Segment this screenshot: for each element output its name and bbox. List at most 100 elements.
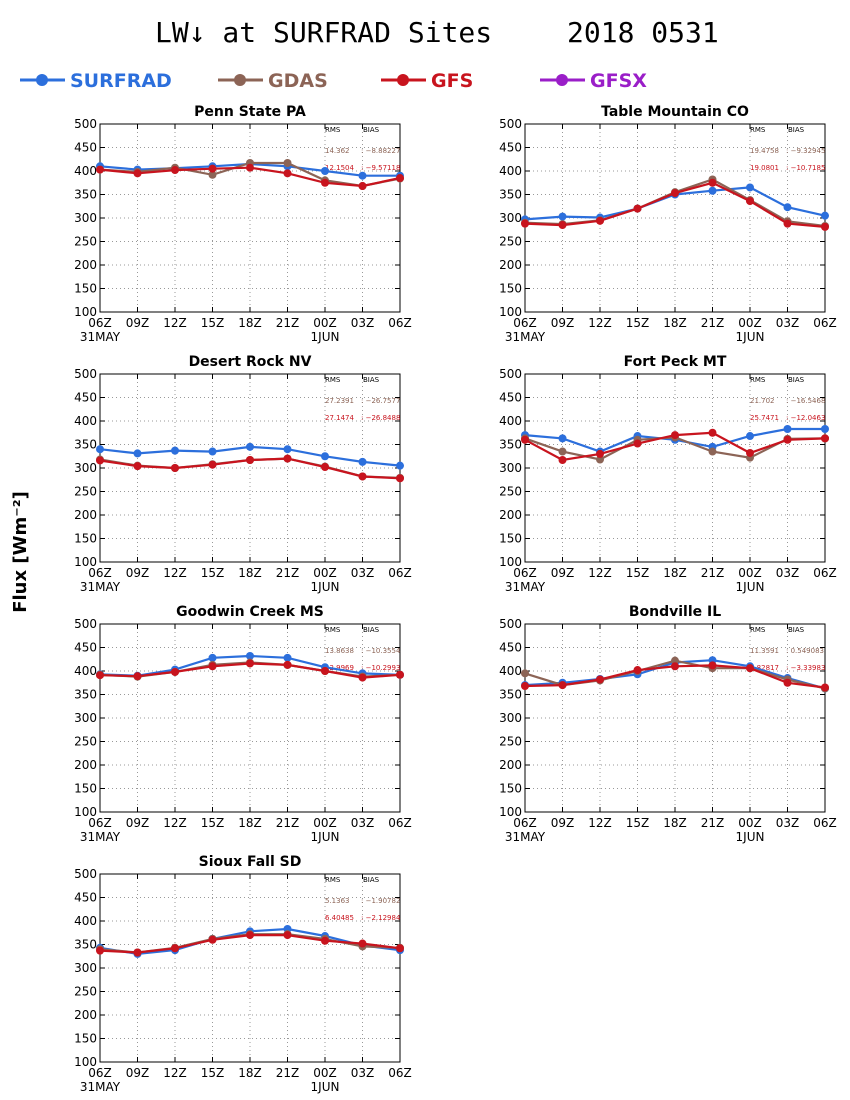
stat-bias-gdas: : −26.7577 (361, 397, 400, 405)
stat-bias-gdas: : −9.32945 (786, 147, 825, 155)
x-date-label: 1JUN (736, 830, 765, 844)
x-tick-label: 06Z (813, 816, 837, 830)
y-tick-label: 100 (74, 1055, 97, 1069)
series-gfs (521, 178, 829, 231)
y-tick-label: 450 (74, 641, 97, 655)
y-tick-label: 500 (74, 117, 97, 131)
y-tick-label: 250 (74, 235, 97, 249)
stat-bias-gfs: : −26.8488 (361, 414, 400, 422)
x-date-label: 31MAY (80, 830, 121, 844)
stat-bias-gfs: : −10.2993 (361, 664, 400, 672)
y-tick-label: 350 (74, 188, 97, 202)
y-tick-label: 200 (74, 508, 97, 522)
data-point (321, 667, 329, 675)
x-tick-label: 06Z (88, 1066, 112, 1080)
x-tick-label: 21Z (276, 816, 300, 830)
x-tick-label: 21Z (276, 316, 300, 330)
x-tick-label: 21Z (276, 566, 300, 580)
data-point (208, 935, 217, 944)
y-tick-label: 350 (499, 188, 522, 202)
y-tick-label: 500 (499, 617, 522, 631)
stat-rms-gfs: 8.82817 (750, 664, 779, 672)
y-tick-label: 300 (499, 711, 522, 725)
data-point (171, 944, 179, 953)
data-point (208, 653, 217, 662)
y-tick-label: 100 (499, 305, 522, 319)
x-date-label: 1JUN (736, 330, 765, 344)
y-tick-label: 250 (499, 485, 522, 499)
data-point (96, 671, 104, 680)
x-tick-label: 06Z (88, 816, 112, 830)
x-tick-label: 15Z (626, 816, 650, 830)
panel-title: Goodwin Creek MS (176, 604, 324, 620)
data-point (596, 455, 604, 464)
data-point (208, 170, 217, 179)
x-tick-label: 00Z (738, 816, 762, 830)
y-tick-label: 450 (499, 141, 522, 155)
data-point (283, 169, 292, 178)
stat-header-bias: BIAS (363, 626, 380, 634)
y-tick-label: 300 (74, 961, 97, 975)
x-tick-label: 09Z (551, 816, 575, 830)
x-tick-label: 00Z (313, 566, 337, 580)
y-tick-label: 300 (499, 461, 522, 475)
data-point (396, 461, 404, 470)
x-tick-label: 03Z (776, 566, 800, 580)
data-point (633, 204, 642, 213)
stat-header-rms: RMS (325, 126, 341, 134)
data-point (558, 221, 567, 230)
y-tick-label: 450 (74, 141, 97, 155)
x-tick-label: 06Z (513, 816, 537, 830)
stat-header-bias: BIAS (363, 126, 380, 134)
x-tick-label: 15Z (201, 566, 225, 580)
data-point (321, 167, 329, 175)
data-point (358, 182, 367, 191)
x-tick-label: 15Z (626, 316, 650, 330)
data-point (358, 457, 367, 466)
panel-desert-rock-nv: Desert Rock NV 100 150 200 250 300 350 400 450 50… (74, 354, 412, 594)
panel-title: Sioux Fall SD (199, 854, 302, 870)
x-tick-label: 15Z (201, 1066, 225, 1080)
y-tick-label: 300 (74, 711, 97, 725)
series-gfs (521, 661, 829, 692)
data-point (133, 462, 142, 471)
stat-header-bias: BIAS (788, 126, 805, 134)
stat-bias-gdas: : −8.88227 (361, 147, 400, 155)
y-tick-label: 150 (74, 782, 97, 796)
data-point (283, 653, 292, 662)
x-date-label: 31MAY (80, 580, 121, 594)
y-tick-label: 500 (499, 117, 522, 131)
x-tick-label: 00Z (738, 566, 762, 580)
data-point (671, 431, 679, 440)
x-tick-label: 03Z (351, 566, 375, 580)
data-point (208, 460, 217, 469)
data-point (596, 216, 604, 225)
legend-marker (36, 74, 48, 86)
stat-rms-gdas: 21.702 (750, 397, 775, 405)
stat-rms-gdas: 27.2391 (325, 397, 354, 405)
y-tick-label: 150 (499, 782, 522, 796)
x-tick-label: 12Z (163, 566, 187, 580)
data-point (246, 659, 254, 668)
series-gfs (96, 163, 404, 191)
legend-item-gdas: GDAS (218, 70, 328, 92)
stat-rms-gfs: 19.0801 (750, 164, 779, 172)
legend-marker (234, 74, 246, 86)
x-tick-label: 09Z (126, 1066, 150, 1080)
legend-item-gfs: GFS (381, 70, 473, 92)
x-tick-label: 06Z (513, 566, 537, 580)
x-date-label: 1JUN (311, 580, 340, 594)
y-tick-label: 350 (499, 438, 522, 452)
stat-header-rms: RMS (325, 376, 341, 384)
x-tick-label: 21Z (701, 316, 725, 330)
series-gfs (521, 428, 829, 465)
data-point (558, 212, 567, 221)
data-point (171, 446, 179, 455)
y-tick-label: 100 (74, 805, 97, 819)
panel-title: Fort Peck MT (624, 354, 727, 370)
stat-header-rms: RMS (750, 126, 766, 134)
x-date-label: 31MAY (505, 830, 546, 844)
x-date-label: 31MAY (80, 330, 121, 344)
y-tick-label: 350 (74, 688, 97, 702)
legend-item-surfrad: SURFRAD (20, 70, 172, 92)
